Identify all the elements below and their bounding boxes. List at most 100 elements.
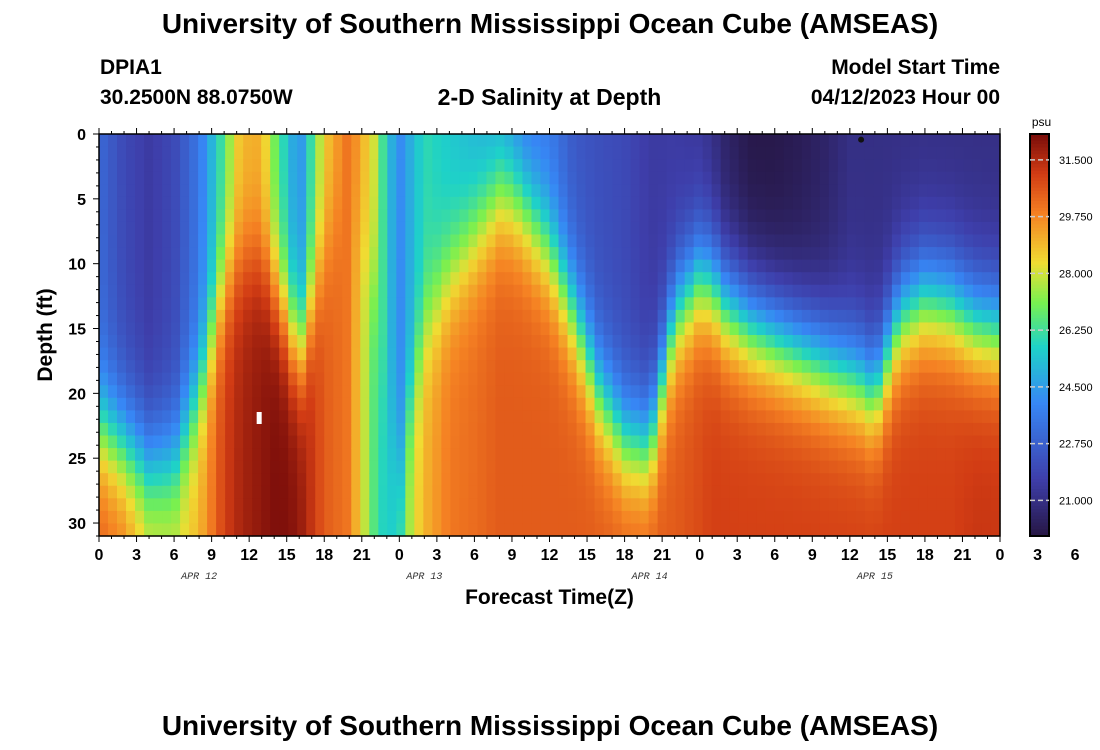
heatmap-cell [963, 360, 974, 374]
heatmap-cell [225, 448, 235, 462]
heatmap-cell [261, 209, 271, 223]
heatmap-cell [981, 335, 992, 349]
heatmap-cell [729, 322, 740, 336]
heatmap-cell [801, 171, 812, 185]
colorbar-cell [1030, 505, 1049, 510]
heatmap-cell [900, 297, 911, 311]
heatmap-cell [297, 159, 307, 173]
heatmap-cell [765, 272, 776, 286]
heatmap-cell [702, 184, 713, 198]
heatmap-cell [405, 209, 415, 223]
heatmap-cell [171, 448, 181, 462]
heatmap-cell [171, 297, 181, 311]
heatmap-cell [927, 435, 938, 449]
heatmap-cell [99, 460, 109, 474]
heatmap-cell [405, 146, 415, 160]
heatmap-cell [225, 335, 235, 349]
heatmap-cell [891, 196, 902, 210]
heatmap-cell [432, 360, 442, 374]
heatmap-cell [405, 221, 415, 236]
heatmap-cell [450, 397, 460, 411]
heatmap-cell [954, 335, 965, 349]
heatmap-cell [738, 510, 749, 525]
heatmap-cell [315, 397, 325, 411]
heatmap-cell [252, 510, 262, 525]
heatmap-cell [882, 347, 893, 361]
heatmap-cell [189, 146, 199, 160]
heatmap-cell [162, 297, 172, 311]
heatmap-cell [891, 510, 902, 525]
heatmap-cell [846, 297, 857, 311]
heatmap-cell [720, 134, 731, 148]
heatmap-cell [549, 422, 560, 437]
heatmap-cell [513, 385, 524, 399]
heatmap-cell [954, 460, 965, 474]
heatmap-cell [549, 385, 560, 399]
heatmap-cell [144, 360, 154, 374]
heatmap-cell [711, 422, 722, 437]
heatmap-cell [333, 460, 343, 474]
heatmap-cell [909, 335, 920, 349]
heatmap-cell [117, 360, 127, 374]
heatmap-cell [918, 485, 929, 499]
heatmap-cell [846, 347, 857, 361]
heatmap-cell [378, 372, 388, 386]
heatmap-cell [810, 309, 821, 324]
heatmap-cell [612, 247, 623, 261]
heatmap-cell [909, 385, 920, 399]
heatmap-cell [171, 435, 181, 449]
heatmap-cell [576, 196, 587, 210]
heatmap-cell [522, 448, 533, 462]
heatmap-cell [675, 448, 686, 462]
heatmap-cell [369, 209, 379, 223]
heatmap-cell [522, 473, 533, 487]
heatmap-cell [360, 272, 370, 286]
heatmap-cell [423, 498, 433, 512]
heatmap-cell [351, 184, 361, 198]
heatmap-cell [639, 134, 650, 148]
heatmap-cell [972, 435, 983, 449]
heatmap-cell [981, 209, 992, 223]
heatmap-cell [747, 397, 758, 411]
heatmap-cell [540, 159, 551, 173]
heatmap-cell [891, 247, 902, 261]
heatmap-cell [342, 510, 352, 525]
heatmap-cell [900, 234, 911, 248]
heatmap-cell [846, 372, 857, 386]
heatmap-cell [315, 196, 325, 210]
heatmap-cell [864, 510, 875, 525]
heatmap-cell [657, 347, 668, 361]
heatmap-cell [747, 196, 758, 210]
heatmap-cell [702, 448, 713, 462]
heatmap-cell [162, 360, 172, 374]
heatmap-cell [684, 309, 695, 324]
heatmap-cell [513, 485, 524, 499]
heatmap-cell [540, 523, 551, 537]
heatmap-cell [720, 510, 731, 525]
heatmap-cell [423, 485, 433, 499]
heatmap-cell [459, 247, 470, 261]
heatmap-cell [450, 523, 460, 537]
heatmap-cell [747, 146, 758, 160]
heatmap-cell [333, 146, 343, 160]
heatmap-cell [747, 284, 758, 298]
heatmap-cell [531, 485, 542, 499]
heatmap-cell [378, 159, 388, 173]
heatmap-cell [531, 309, 542, 324]
heatmap-cell [585, 410, 596, 424]
heatmap-cell [378, 322, 388, 336]
heatmap-cell [162, 134, 172, 148]
heatmap-cell [765, 297, 776, 311]
heatmap-cell [153, 284, 163, 298]
heatmap-cell [189, 523, 199, 537]
heatmap-cell [252, 322, 262, 336]
heatmap-cell [387, 234, 397, 248]
heatmap-cell [252, 196, 262, 210]
heatmap-cell [234, 347, 244, 361]
heatmap-cell [225, 309, 235, 324]
heatmap-cell [549, 221, 560, 236]
heatmap-cell [270, 498, 280, 512]
colorbar-cell [1030, 170, 1049, 175]
heatmap-cell [450, 171, 460, 185]
heatmap-cell [882, 234, 893, 248]
